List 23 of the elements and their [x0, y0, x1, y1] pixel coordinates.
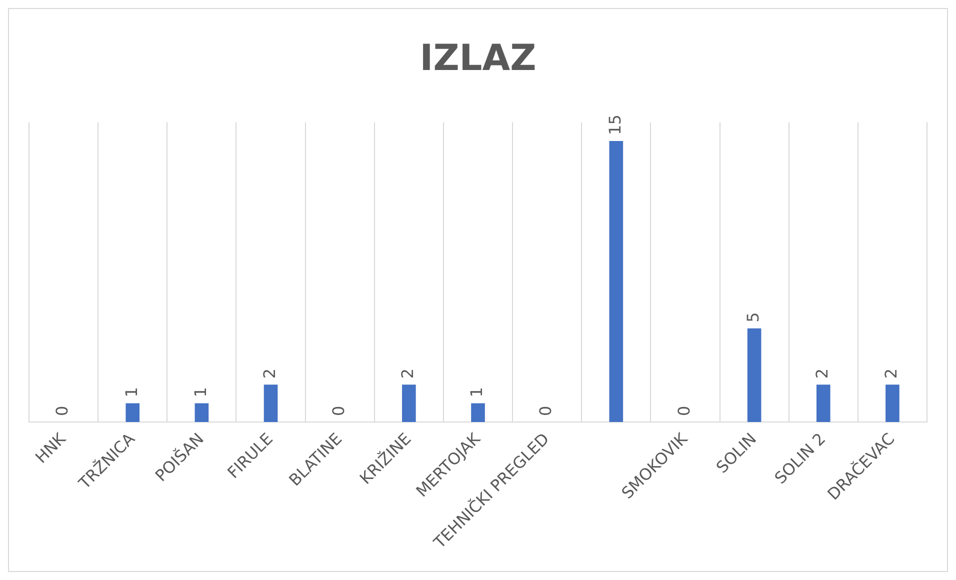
data-label: 0 — [674, 406, 694, 416]
bar — [402, 384, 416, 422]
data-label: 2 — [260, 368, 279, 379]
data-label: 2 — [882, 368, 901, 379]
bar — [609, 140, 624, 422]
data-label: 15 — [605, 114, 624, 135]
chart-title: IZLAZ — [420, 38, 536, 79]
data-label: 0 — [329, 406, 348, 416]
bar — [264, 384, 278, 422]
data-label: 1 — [190, 387, 210, 398]
data-label: 0 — [536, 406, 556, 416]
data-label: 5 — [743, 312, 762, 322]
data-label: 1 — [122, 387, 141, 398]
bar — [194, 403, 209, 422]
bar — [886, 384, 900, 422]
data-label: 2 — [398, 368, 418, 379]
bar — [126, 403, 140, 422]
bar — [816, 384, 830, 422]
bar — [747, 328, 762, 422]
data-label: 2 — [812, 368, 832, 379]
bar — [471, 403, 485, 422]
data-label: 0 — [52, 406, 72, 416]
data-label: 1 — [467, 387, 486, 398]
